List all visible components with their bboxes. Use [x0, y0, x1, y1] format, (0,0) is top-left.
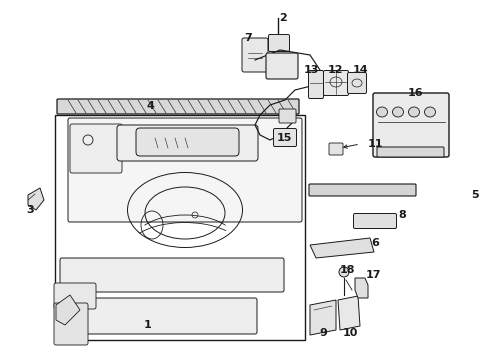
Ellipse shape: [376, 107, 388, 117]
Text: 14: 14: [352, 65, 368, 75]
FancyBboxPatch shape: [54, 283, 96, 309]
Text: 4: 4: [146, 101, 154, 111]
Ellipse shape: [409, 107, 419, 117]
Text: 13: 13: [303, 65, 318, 75]
Text: 5: 5: [471, 190, 479, 200]
FancyBboxPatch shape: [117, 125, 258, 161]
Text: 11: 11: [367, 139, 383, 149]
Polygon shape: [28, 188, 44, 210]
Text: 8: 8: [398, 210, 406, 220]
FancyBboxPatch shape: [323, 71, 348, 95]
FancyBboxPatch shape: [373, 93, 449, 157]
FancyBboxPatch shape: [347, 72, 367, 94]
Text: 3: 3: [26, 205, 34, 215]
Text: 10: 10: [343, 328, 358, 338]
Ellipse shape: [339, 267, 349, 277]
Ellipse shape: [424, 107, 436, 117]
FancyBboxPatch shape: [309, 71, 323, 99]
FancyBboxPatch shape: [279, 109, 296, 123]
Text: 17: 17: [365, 270, 381, 280]
FancyBboxPatch shape: [57, 99, 299, 114]
FancyBboxPatch shape: [242, 38, 268, 72]
Text: 2: 2: [279, 13, 287, 23]
FancyBboxPatch shape: [68, 118, 302, 222]
FancyBboxPatch shape: [78, 298, 257, 334]
Polygon shape: [56, 295, 80, 325]
FancyBboxPatch shape: [377, 147, 444, 157]
FancyBboxPatch shape: [329, 143, 343, 155]
FancyBboxPatch shape: [136, 128, 239, 156]
FancyBboxPatch shape: [353, 213, 396, 229]
Text: 12: 12: [327, 65, 343, 75]
Polygon shape: [355, 278, 368, 298]
Text: 18: 18: [339, 265, 355, 275]
FancyBboxPatch shape: [273, 129, 296, 147]
Bar: [55, 115, 305, 340]
Ellipse shape: [392, 107, 403, 117]
Polygon shape: [310, 300, 336, 335]
FancyBboxPatch shape: [60, 258, 284, 292]
FancyBboxPatch shape: [309, 184, 416, 196]
Text: 7: 7: [244, 33, 252, 43]
FancyBboxPatch shape: [70, 124, 122, 173]
Text: 15: 15: [276, 133, 292, 143]
Polygon shape: [310, 238, 374, 258]
Polygon shape: [338, 296, 360, 330]
Text: 1: 1: [144, 320, 152, 330]
Text: 9: 9: [319, 328, 327, 338]
FancyBboxPatch shape: [54, 303, 88, 345]
FancyBboxPatch shape: [266, 53, 298, 79]
Text: 6: 6: [371, 238, 379, 248]
Text: 16: 16: [407, 88, 423, 98]
FancyBboxPatch shape: [269, 35, 290, 51]
